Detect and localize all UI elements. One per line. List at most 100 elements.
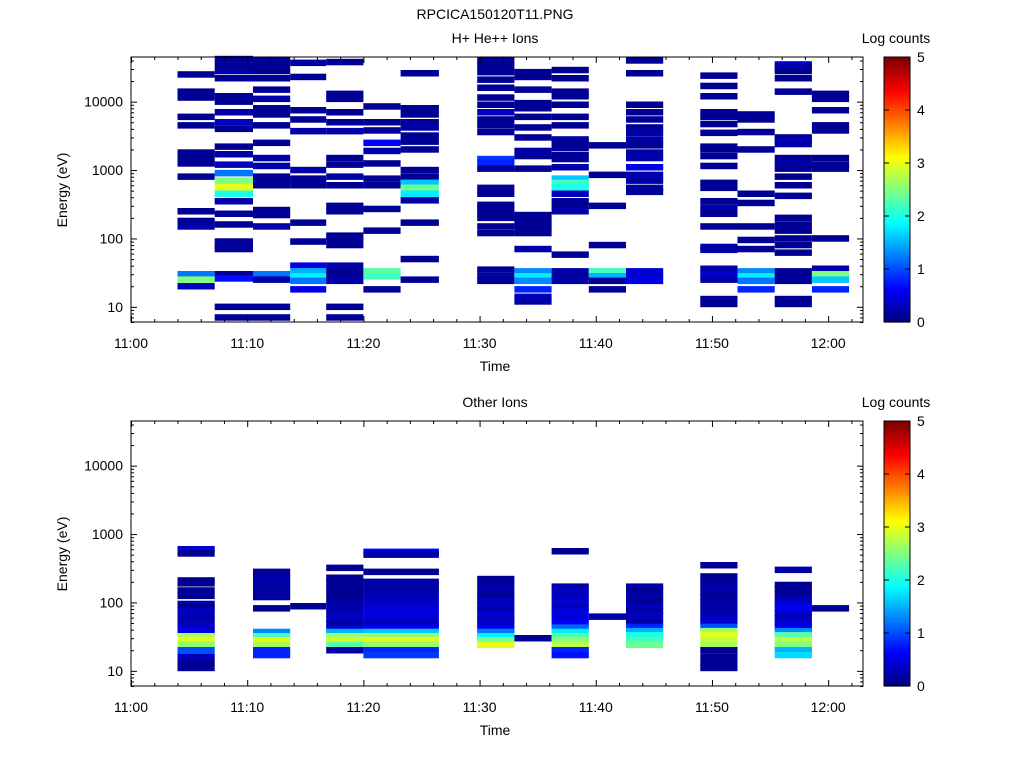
spectrogram-cell bbox=[177, 113, 215, 121]
colorbar-strip bbox=[884, 487, 910, 491]
colorbar-strip bbox=[884, 94, 910, 98]
colorbar-tick-label: 4 bbox=[917, 102, 925, 118]
spectrogram-cell bbox=[177, 88, 215, 95]
colorbar-strip bbox=[884, 513, 910, 517]
spectrogram-cell bbox=[477, 587, 515, 594]
colorbar-strip bbox=[884, 189, 910, 193]
spectrogram-cell bbox=[253, 271, 291, 278]
spectrogram-cell bbox=[363, 160, 401, 167]
spectrogram-cell bbox=[774, 214, 812, 222]
spectrogram-cell bbox=[477, 597, 515, 605]
spectrogram-cell bbox=[477, 637, 515, 644]
spectrogram-cell bbox=[326, 173, 364, 180]
spectrogram-cell bbox=[214, 119, 253, 126]
spectrogram-cell bbox=[177, 600, 215, 608]
spectrogram-cell bbox=[253, 139, 291, 147]
colorbar-strip bbox=[884, 593, 910, 597]
spectrogram-cell bbox=[214, 221, 253, 228]
colorbar-strip bbox=[884, 163, 910, 167]
spectrogram-cell bbox=[214, 184, 253, 191]
spectrogram-cell bbox=[214, 245, 253, 253]
spectrogram-cell bbox=[253, 589, 291, 596]
spectrogram-cell bbox=[514, 124, 552, 131]
colorbar-strip bbox=[884, 656, 910, 661]
spectrogram-cell bbox=[253, 314, 291, 321]
spectrogram-cell bbox=[514, 152, 552, 160]
colorbar-strip bbox=[884, 319, 910, 323]
spectrogram-cell bbox=[551, 273, 589, 280]
spectrogram-cell bbox=[514, 225, 552, 232]
colorbar-strip bbox=[884, 194, 910, 199]
colorbar-strip bbox=[884, 630, 910, 634]
spectrogram-cell bbox=[400, 166, 439, 174]
spectrogram-cell bbox=[551, 651, 589, 659]
colorbar-strip bbox=[884, 208, 910, 212]
spectrogram-cell bbox=[290, 178, 327, 185]
spectrogram-cell bbox=[514, 245, 552, 253]
colorbar-strip bbox=[884, 489, 910, 494]
colorbar-strip bbox=[884, 295, 910, 299]
spectrogram-cell bbox=[700, 637, 738, 644]
spectrogram-cell bbox=[774, 277, 812, 285]
spectrogram-cell bbox=[326, 58, 364, 66]
spectrogram-cell bbox=[400, 132, 439, 139]
spectrogram-cell bbox=[363, 628, 439, 636]
spectrogram-cell bbox=[551, 599, 589, 606]
spectrogram-cell bbox=[177, 160, 215, 167]
spectrogram-cell bbox=[626, 188, 664, 196]
spectrogram-cell bbox=[551, 122, 589, 129]
spectrogram-cell bbox=[551, 75, 589, 82]
colorbar-tick-label: 1 bbox=[917, 625, 925, 641]
colorbar-strip bbox=[884, 213, 910, 217]
colorbar-strip bbox=[884, 458, 910, 462]
colorbar-strip bbox=[884, 611, 910, 616]
y-tick-label: 1000 bbox=[92, 526, 123, 542]
colorbar-strip bbox=[884, 635, 910, 639]
spectrogram-cell bbox=[177, 587, 215, 594]
spectrogram-cell bbox=[811, 165, 850, 172]
spectrogram-cell bbox=[774, 140, 812, 148]
y-tick-label: 1000 bbox=[92, 162, 123, 178]
spectrogram-cell bbox=[551, 619, 589, 627]
spectrogram-cell bbox=[774, 221, 812, 228]
spectrogram-cell bbox=[737, 268, 775, 275]
spectrogram-cell bbox=[626, 268, 664, 275]
spectrogram-cell bbox=[253, 67, 291, 75]
spectrogram-cell bbox=[551, 155, 589, 163]
x-tick-label: 11:10 bbox=[230, 699, 264, 715]
spectrogram-cell bbox=[253, 75, 291, 82]
spectrogram-cell bbox=[626, 116, 664, 123]
y-tick-label: 10 bbox=[107, 663, 123, 679]
spectrogram-cell bbox=[214, 67, 253, 75]
spectrogram-cell bbox=[214, 151, 253, 158]
spectrogram-cell bbox=[514, 99, 552, 107]
spectrogram-cell bbox=[626, 149, 664, 156]
colorbar-strip bbox=[884, 481, 910, 486]
spectrogram-cell bbox=[700, 573, 738, 580]
spectrogram-cell bbox=[774, 182, 812, 189]
colorbar-strip bbox=[884, 279, 910, 283]
spectrogram-cell bbox=[400, 70, 439, 77]
colorbar-strip bbox=[884, 680, 910, 684]
spectrogram-cell bbox=[626, 109, 664, 116]
x-tick-label: 11:00 bbox=[114, 335, 148, 351]
colorbar-strip bbox=[884, 524, 910, 528]
spectrogram-cell bbox=[363, 147, 401, 155]
spectrogram-cell bbox=[514, 277, 552, 285]
spectrogram-cell bbox=[477, 68, 515, 76]
spectrogram-cell bbox=[177, 621, 215, 628]
colorbar-strip bbox=[884, 640, 910, 645]
spectrogram-cell bbox=[400, 255, 439, 263]
colorbar-strip bbox=[884, 654, 910, 658]
colorbar-strip bbox=[884, 638, 910, 642]
spectrogram-cell bbox=[811, 122, 850, 129]
spectrogram-cell bbox=[363, 599, 439, 606]
colorbar-strip bbox=[884, 460, 910, 464]
y-axis-label: Energy (eV) bbox=[54, 517, 70, 592]
spectrogram-cell bbox=[551, 208, 589, 215]
spectrogram-cell bbox=[177, 94, 215, 101]
colorbar-strip bbox=[884, 527, 910, 531]
colorbar-strip bbox=[884, 144, 910, 148]
spectrogram-cell bbox=[326, 628, 364, 636]
colorbar-strip bbox=[884, 476, 910, 480]
